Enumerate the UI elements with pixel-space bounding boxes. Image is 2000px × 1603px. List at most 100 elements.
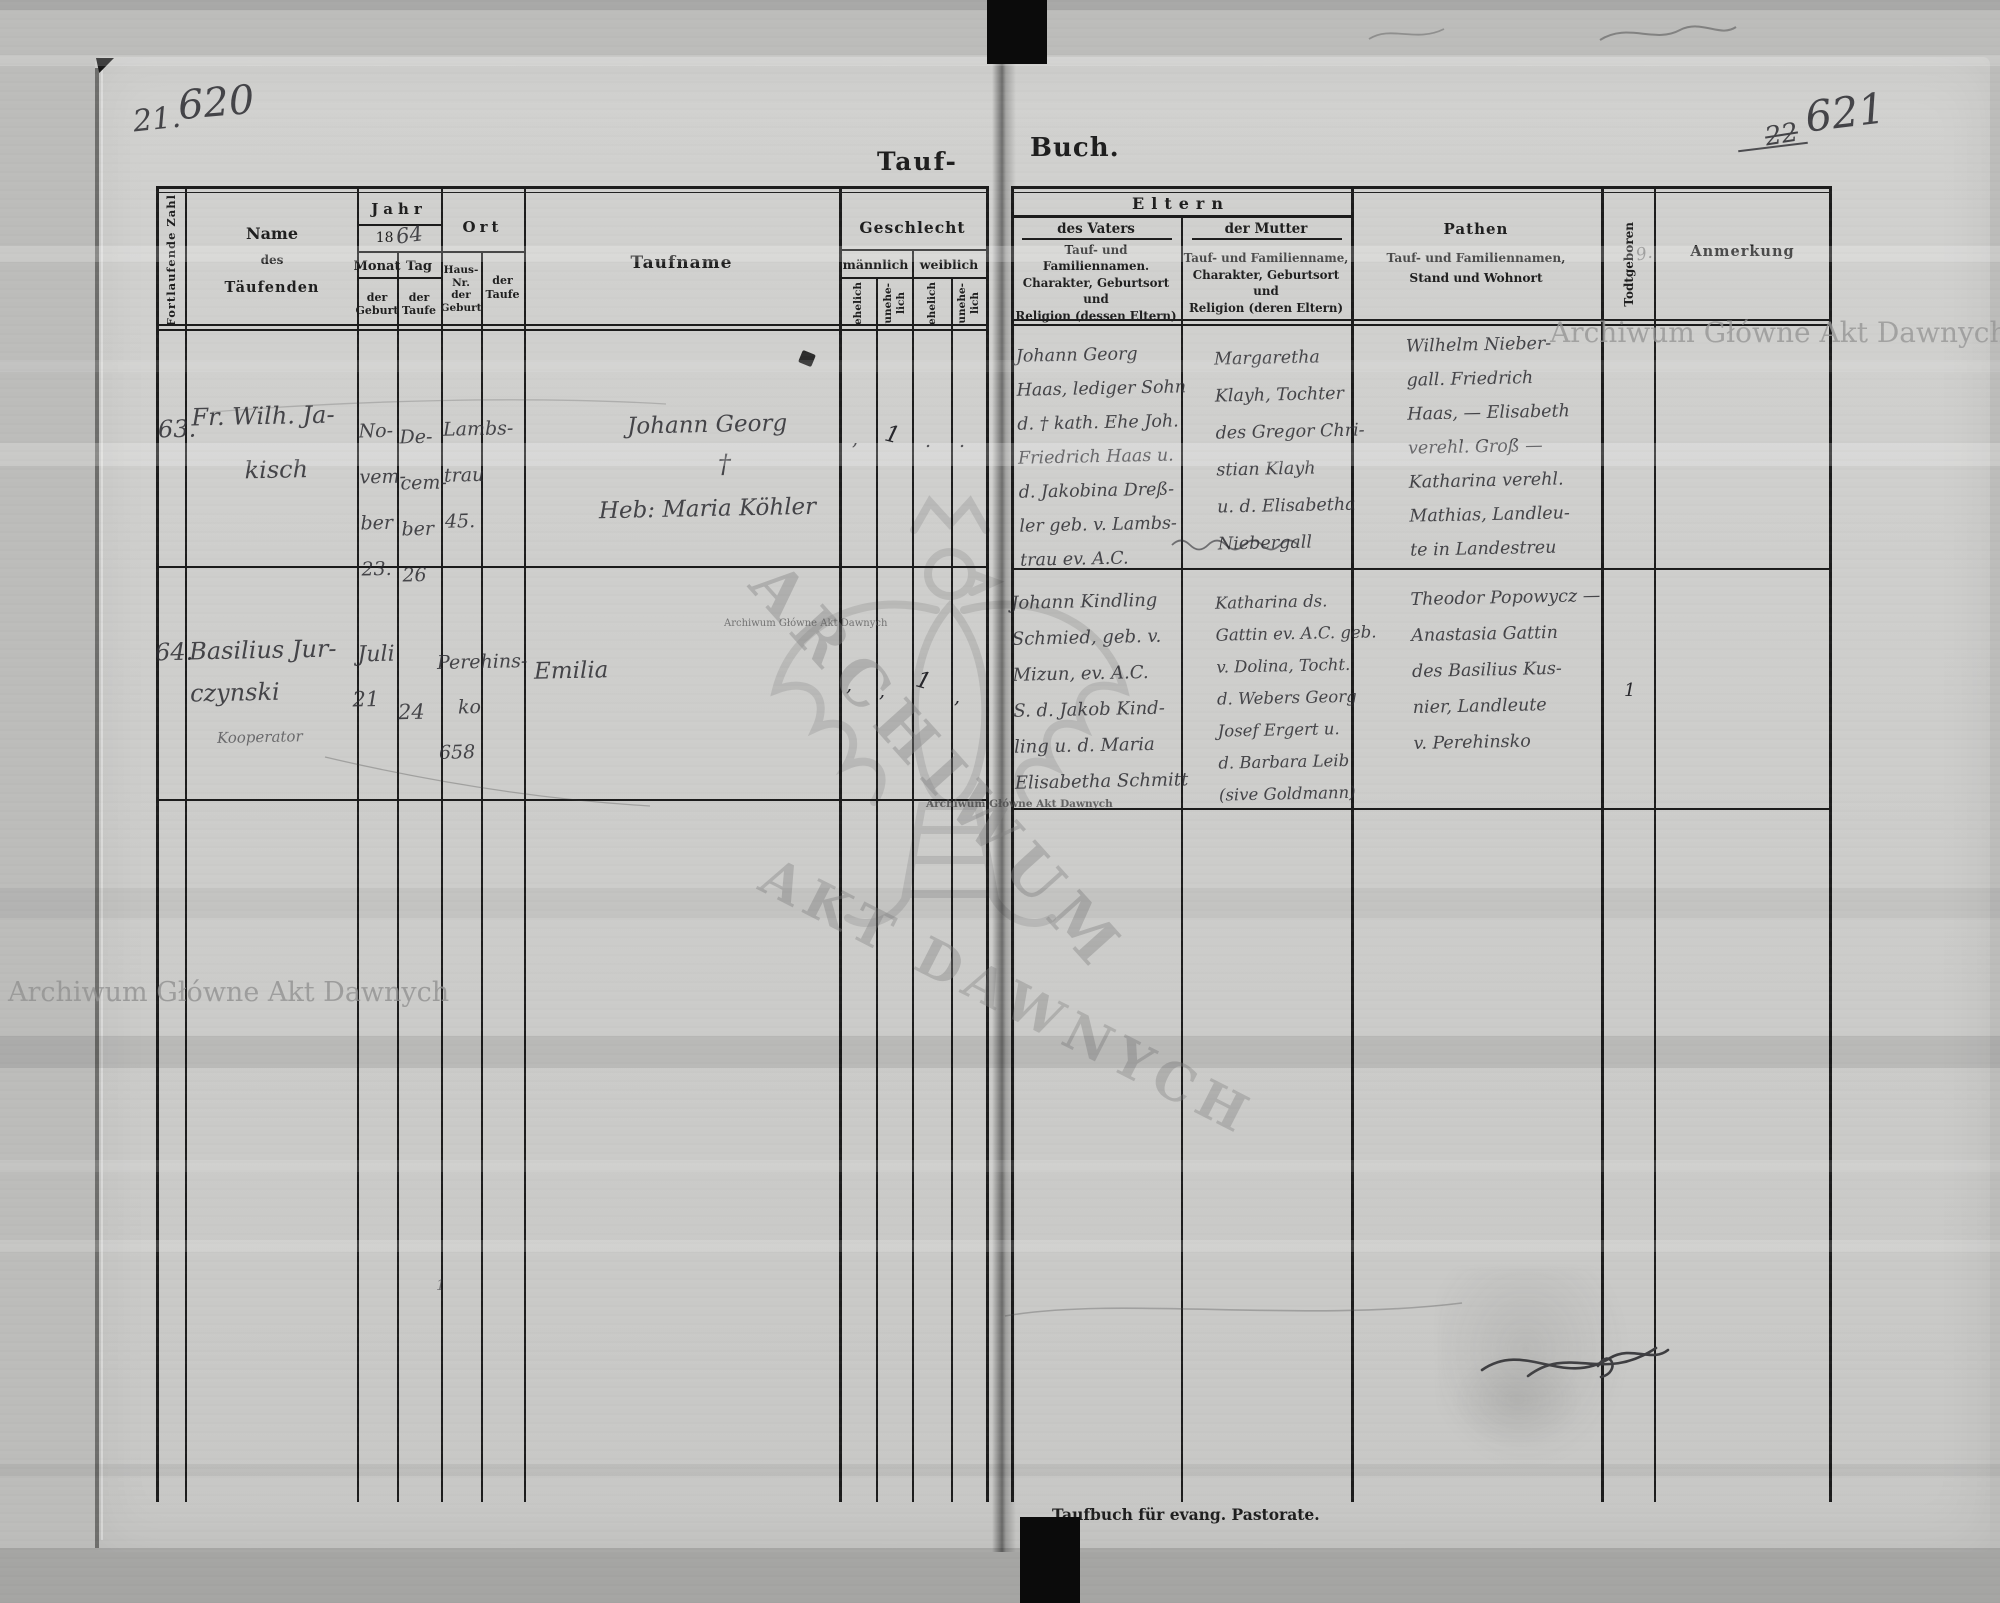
header-name-l2: des bbox=[260, 253, 284, 267]
page-number-left-big: 620 bbox=[176, 76, 257, 130]
left-col-name-sex bbox=[839, 186, 842, 1502]
pen-squiggle-bottom-right bbox=[1480, 1346, 1670, 1379]
page-left-edge-highlight bbox=[101, 70, 103, 1540]
left-col-place-name bbox=[524, 186, 526, 1502]
header-mutter-label: der Mutter bbox=[1224, 221, 1308, 237]
left-row64-separator bbox=[158, 799, 988, 801]
header-tag: Tag bbox=[397, 256, 441, 276]
ort-underline bbox=[441, 251, 524, 253]
header-monat-sub: der Geburt bbox=[355, 291, 399, 317]
left-col-year-place bbox=[441, 186, 443, 1502]
female-illegit-b: lich bbox=[969, 291, 981, 314]
header-pathen-desc: Tauf- und Familiennamen, Stand und Wohnor… bbox=[1386, 251, 1566, 285]
paper-spread bbox=[95, 57, 1990, 1552]
jahr-underline bbox=[357, 224, 441, 226]
record64-number: 64. bbox=[154, 637, 194, 667]
geschlecht-underline bbox=[839, 249, 986, 251]
record63-mark-female-legit: . bbox=[925, 430, 932, 452]
left-outer-left bbox=[156, 186, 159, 1502]
left-col-serial bbox=[185, 186, 187, 1502]
right-table-top-border-inner bbox=[1011, 192, 1831, 193]
watermark-top-right: Archiwum Główne Akt Dawnych bbox=[1550, 316, 2000, 349]
header-serial: Fortlaufende Zahl bbox=[156, 192, 186, 328]
year-printed: 18 bbox=[375, 230, 394, 246]
page-title-right: Buch. bbox=[1030, 133, 1120, 163]
record64-name: Basilius Jur-czynski Kooperator bbox=[188, 634, 337, 747]
header-tag-sub: der Taufe bbox=[402, 291, 436, 317]
watermark-center-small-2: Archiwum Główne Akt Dawnych bbox=[926, 798, 1113, 810]
header-ort-label: Ort bbox=[462, 218, 503, 236]
record63-baptism-day: De-cem-ber 26 bbox=[399, 425, 448, 587]
right-header-separator bbox=[1011, 319, 1831, 321]
left-row63-separator bbox=[158, 566, 988, 568]
right-table-top-border bbox=[1011, 186, 1831, 189]
faint-scratch-left-page bbox=[211, 399, 667, 413]
header-monat: Monat bbox=[354, 256, 401, 276]
header-pathen: Pathen bbox=[1351, 218, 1601, 240]
header-geschlecht-label: Geschlecht bbox=[859, 217, 966, 237]
top-right-squiggle bbox=[1599, 25, 1737, 41]
left-col-month-day bbox=[397, 252, 399, 1502]
left-col-weh-wuneh bbox=[951, 278, 953, 1502]
record64-baptism-day: 24 bbox=[397, 699, 425, 725]
faint-scratch-row64 bbox=[324, 756, 651, 807]
header-name-l3: Täufenden bbox=[224, 279, 320, 296]
left-table-top-border bbox=[158, 186, 988, 189]
right-outer-right bbox=[1829, 186, 1832, 1502]
watermark-center-small-1: Archiwum Główne Akt Dawnych bbox=[724, 618, 888, 629]
header-monat-label: Monat bbox=[353, 258, 401, 274]
header-eltern-label: Eltern bbox=[1132, 193, 1230, 213]
right-row63-separator bbox=[1011, 568, 1831, 570]
year-underline bbox=[357, 251, 441, 253]
book-fold-shadow bbox=[992, 57, 1016, 1552]
header-male-illegit: unehe- lich bbox=[876, 280, 912, 326]
header-name-l1: Name bbox=[245, 224, 299, 243]
record64-father: Johann Kindling Schmied, geb. v. Mizun, ev… bbox=[1010, 589, 1189, 794]
monat-tag-underline bbox=[357, 277, 441, 279]
male-illegit-a: unehe- bbox=[881, 282, 894, 324]
header-taufe-ort: der Taufe bbox=[485, 274, 520, 301]
header-vaters-desc: Tauf- und Familiennamen. Charakter, Gebur… bbox=[1015, 242, 1177, 323]
header-female-legit: ehelich bbox=[912, 280, 951, 326]
page-number-left-small: 21. bbox=[131, 99, 183, 140]
right-col-parents-godparents bbox=[1351, 186, 1354, 1502]
male-female-underline bbox=[839, 277, 986, 279]
header-serial-label: Fortlaufende Zahl bbox=[164, 193, 178, 327]
header-taufname-label: Taufname bbox=[630, 253, 733, 273]
vaters-underline bbox=[1022, 238, 1172, 240]
header-mutter-desc: Tauf- und Familienname, Charakter, Geburt… bbox=[1183, 251, 1349, 315]
female-legit-label: ehelich bbox=[925, 281, 938, 325]
record64-birth-month: Juli 21 bbox=[352, 641, 395, 712]
male-legit-label: ehelich bbox=[851, 281, 864, 325]
header-name: Name des Täufenden bbox=[187, 210, 357, 310]
header-vaters: des Vaters bbox=[1011, 220, 1181, 238]
left-col-male-female bbox=[912, 250, 914, 1502]
year-handwritten: 64 bbox=[394, 221, 424, 249]
right-row64-separator bbox=[1011, 808, 1831, 810]
wavy-flourish-under-mother bbox=[1171, 539, 1299, 551]
header-ort: Ort bbox=[441, 214, 524, 240]
record63-godparents: Wilhelm Nieber-gall. Friedrich Haas, — El… bbox=[1405, 333, 1571, 561]
header-anmerkung: Anmerkung bbox=[1656, 240, 1829, 262]
header-male: männlich bbox=[839, 254, 912, 274]
record64-mark-male-illegit: , bbox=[879, 680, 886, 702]
right-header-separator2 bbox=[1011, 324, 1831, 326]
record63-house: Lambs-trau 45. bbox=[442, 417, 514, 533]
header-geschlecht: Geschlecht bbox=[839, 214, 986, 240]
record64-baptism-name: Emilia bbox=[533, 657, 609, 685]
left-col-name bbox=[357, 186, 359, 1502]
header-todtgeboren: Todtgeboren bbox=[1604, 198, 1654, 330]
left-col-house-taufe bbox=[481, 252, 483, 1502]
header-vaters-label: des Vaters bbox=[1057, 221, 1135, 237]
mutter-underline bbox=[1192, 238, 1342, 240]
left-table-top-border-inner bbox=[158, 192, 988, 193]
left-header-separator bbox=[158, 324, 988, 326]
record64-godparents: Theodor Popowycz — Anastasia Gattin des Ba… bbox=[1410, 586, 1601, 754]
right-col-father-mother bbox=[1181, 216, 1183, 1502]
record63-baptism-name: Johann Georg † Heb: Maria Köhler bbox=[598, 410, 817, 525]
left-outer-right bbox=[986, 186, 989, 1502]
record63-father: Johann Georg Haas, lediger Sohn d. † kath.… bbox=[1015, 344, 1187, 571]
record64-mark-male-legit: , bbox=[846, 674, 853, 696]
header-year-value: 18 64 bbox=[357, 221, 441, 250]
